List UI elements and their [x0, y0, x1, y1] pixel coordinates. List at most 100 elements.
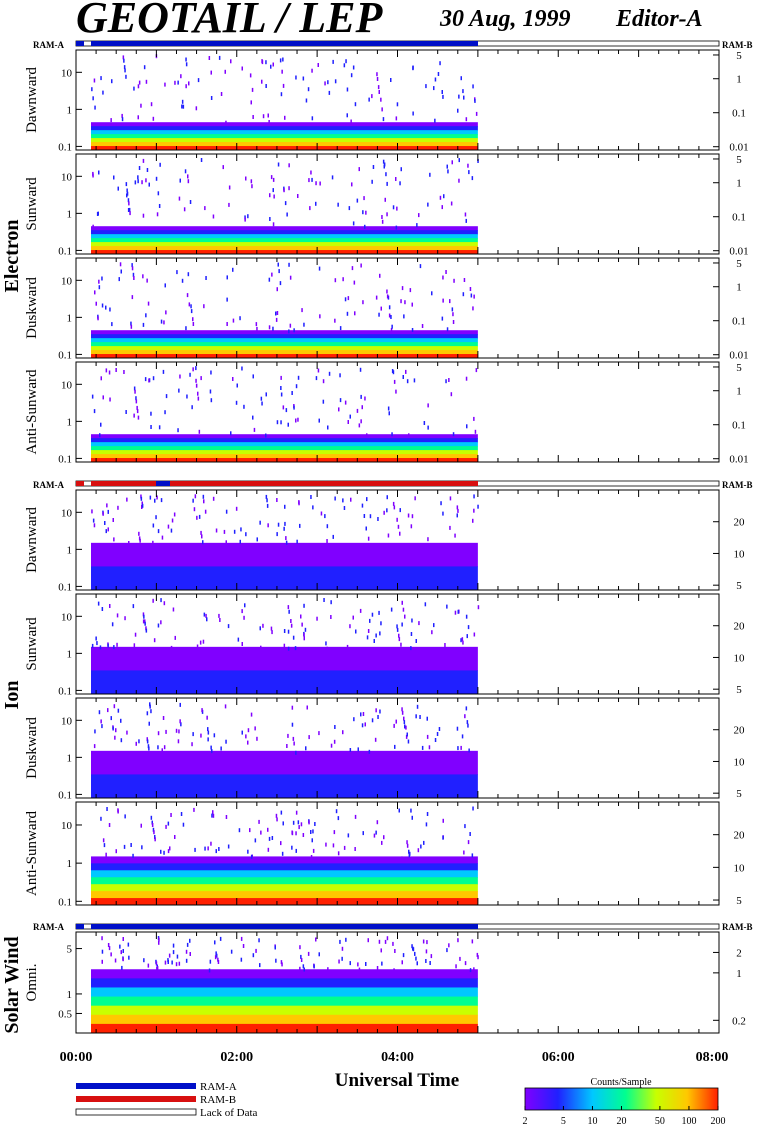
count-pixel: [170, 645, 173, 650]
right-tick-label: 20: [734, 725, 746, 737]
count-pixel: [124, 616, 126, 621]
count-pixel: [446, 948, 448, 953]
count-pixel: [406, 379, 409, 384]
count-pixel: [185, 958, 188, 963]
count-pixel: [218, 613, 220, 618]
count-pixel: [115, 849, 117, 854]
status-segment-ram-a: [91, 924, 478, 929]
count-pixel: [127, 198, 130, 203]
count-pixel: [102, 90, 104, 95]
count-pixel: [153, 830, 155, 835]
count-pixel: [294, 646, 297, 651]
count-pixel: [431, 291, 433, 296]
count-pixel: [292, 820, 295, 825]
count-pixel: [159, 162, 161, 167]
count-pixel: [197, 391, 199, 396]
count-pixel: [409, 288, 412, 293]
spectrogram-band: [91, 450, 478, 455]
count-pixel: [328, 90, 331, 95]
status-left-label: RAM-A: [33, 922, 64, 932]
right-tick-label: 1: [736, 178, 742, 190]
count-pixel: [463, 95, 465, 100]
status-right-label: RAM-B: [722, 40, 753, 50]
count-pixel: [92, 173, 94, 178]
count-pixel: [272, 177, 275, 182]
colorbar-tick-label: 50: [655, 1116, 665, 1127]
count-pixel: [192, 367, 194, 372]
count-pixel: [131, 295, 134, 300]
count-pixel: [151, 823, 154, 827]
count-pixel: [376, 966, 379, 970]
count-pixel: [334, 278, 337, 283]
count-pixel: [130, 321, 132, 326]
count-pixel: [141, 501, 143, 506]
count-pixel: [154, 837, 156, 842]
count-pixel: [379, 273, 381, 278]
count-pixel: [280, 392, 283, 397]
status-left-label: RAM-A: [33, 480, 64, 490]
count-pixel: [100, 376, 102, 381]
count-pixel: [130, 843, 132, 847]
count-pixel: [330, 600, 332, 605]
count-pixel: [289, 275, 292, 280]
count-pixel: [284, 504, 286, 509]
count-pixel: [291, 391, 293, 395]
y-tick-label: 1: [67, 416, 73, 428]
count-pixel: [456, 513, 458, 518]
count-pixel: [150, 425, 152, 429]
count-pixel: [99, 645, 102, 650]
count-pixel: [458, 158, 460, 163]
count-pixel: [128, 207, 131, 212]
count-pixel: [125, 74, 127, 79]
count-pixel: [149, 702, 151, 707]
count-pixel: [318, 731, 320, 736]
colorbar-title: Counts/Sample: [590, 1077, 652, 1088]
spectrogram-band: [91, 566, 478, 591]
count-pixel: [119, 262, 122, 267]
count-pixel: [406, 840, 408, 845]
count-pixel: [410, 808, 412, 813]
count-pixel: [160, 849, 162, 854]
count-pixel: [412, 946, 414, 951]
count-pixel: [173, 512, 176, 517]
count-pixel: [143, 614, 145, 619]
count-pixel: [138, 739, 140, 744]
count-pixel: [98, 285, 101, 290]
spectrogram-band: [91, 987, 478, 998]
count-pixel: [282, 821, 284, 826]
count-pixel: [268, 277, 271, 282]
count-pixel: [371, 612, 374, 617]
count-pixel: [311, 68, 313, 73]
count-pixel: [277, 262, 279, 267]
count-pixel: [259, 520, 261, 525]
count-pixel: [474, 98, 476, 103]
count-pixel: [302, 833, 305, 837]
count-pixel: [100, 816, 102, 821]
count-pixel: [403, 720, 406, 725]
count-pixel: [464, 212, 467, 217]
count-pixel: [316, 616, 318, 621]
count-pixel: [380, 621, 382, 626]
count-pixel: [230, 949, 233, 954]
count-pixel: [310, 170, 312, 175]
count-pixel: [457, 508, 459, 513]
count-pixel: [362, 712, 365, 716]
count-pixel: [181, 99, 184, 104]
count-pixel: [442, 298, 444, 303]
spectrogram-band: [91, 1023, 478, 1034]
count-pixel: [375, 708, 377, 713]
count-pixel: [167, 849, 170, 854]
count-pixel: [368, 749, 371, 754]
right-tick-label: 5: [736, 362, 742, 374]
count-pixel: [396, 517, 398, 522]
count-pixel: [185, 62, 188, 67]
panel-ylabel: Anti-Sunward: [24, 369, 40, 454]
count-pixel: [144, 619, 146, 624]
count-pixel: [178, 196, 181, 201]
count-pixel: [377, 517, 379, 521]
panel-ylabel: Dawnward: [24, 67, 40, 133]
spectrogram-band: [91, 234, 478, 239]
count-pixel: [427, 202, 429, 207]
count-pixel: [155, 176, 158, 181]
y-tick-label: 0.1: [58, 685, 72, 697]
